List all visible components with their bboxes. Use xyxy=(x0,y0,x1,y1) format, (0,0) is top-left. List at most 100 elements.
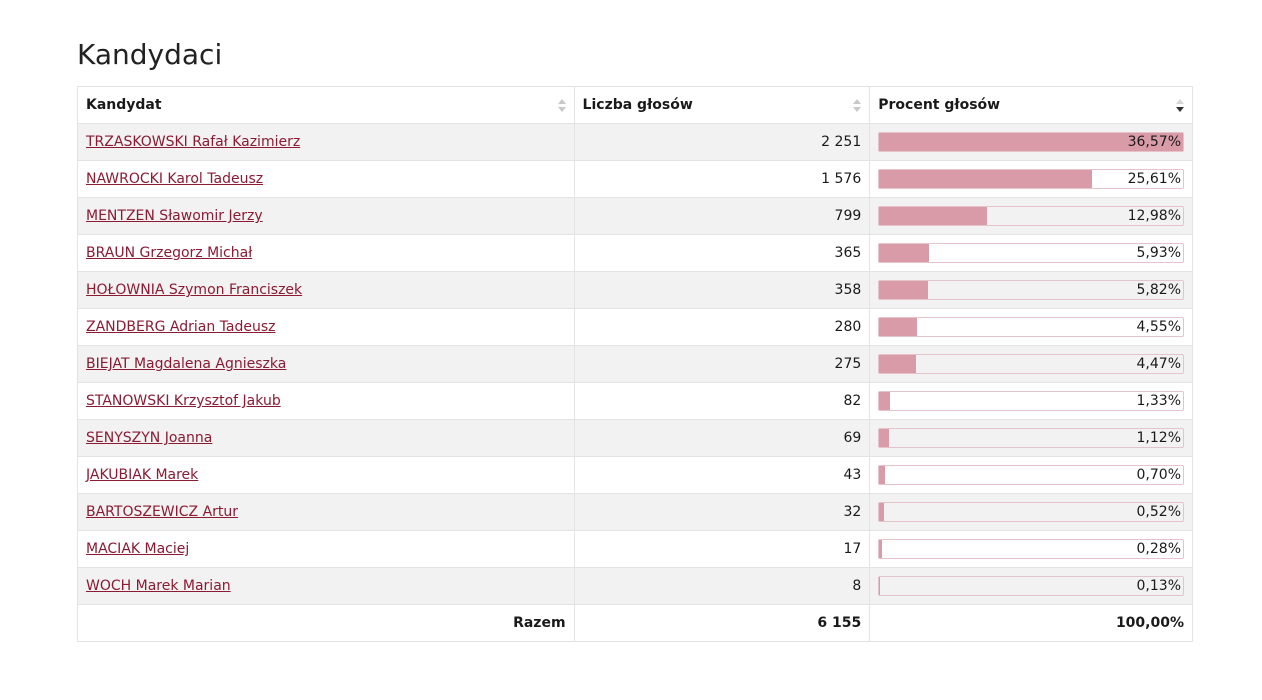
percent-cell: 36,57% xyxy=(869,123,1193,161)
header-candidate[interactable]: Kandydat xyxy=(77,86,575,124)
percent-bar: 25,61% xyxy=(878,169,1184,189)
table-row: WOCH Marek Marian 8 0,13% xyxy=(77,567,1193,605)
section-title: Kandydaci xyxy=(77,38,223,71)
votes-cell: 1 576 xyxy=(573,160,871,198)
header-votes-label: Liczba głosów xyxy=(582,97,693,113)
percent-bar-fill xyxy=(879,170,1092,188)
candidate-cell: STANOWSKI Krzysztof Jakub xyxy=(77,382,575,420)
percent-bar: 0,52% xyxy=(878,502,1184,522)
candidate-link[interactable]: MACIAK Maciej xyxy=(86,541,190,557)
candidate-cell: BRAUN Grzegorz Michał xyxy=(77,234,575,272)
candidates-table: Kandydat Liczba głosów Procent głosów TR… xyxy=(77,86,1193,642)
candidate-link[interactable]: BARTOSZEWICZ Artur xyxy=(86,504,239,520)
percent-value: 0,28% xyxy=(1136,541,1181,557)
candidate-link[interactable]: MENTZEN Sławomir Jerzy xyxy=(86,208,263,224)
percent-cell: 0,70% xyxy=(869,456,1193,494)
candidate-cell: MENTZEN Sławomir Jerzy xyxy=(77,197,575,235)
percent-bar-fill xyxy=(879,577,881,595)
table-row: MENTZEN Sławomir Jerzy 799 12,98% xyxy=(77,197,1193,235)
percent-value: 5,93% xyxy=(1136,245,1181,261)
sort-arrows-icon[interactable] xyxy=(557,98,566,114)
percent-bar: 4,47% xyxy=(878,354,1184,374)
percent-cell: 1,12% xyxy=(869,419,1193,457)
candidate-link[interactable]: NAWROCKI Karol Tadeusz xyxy=(86,171,264,187)
percent-cell: 25,61% xyxy=(869,160,1193,198)
table-row: BRAUN Grzegorz Michał 365 5,93% xyxy=(77,234,1193,272)
candidate-link[interactable]: WOCH Marek Marian xyxy=(86,578,231,594)
table-row: HOŁOWNIA Szymon Franciszek 358 5,82% xyxy=(77,271,1193,309)
percent-bar: 0,13% xyxy=(878,576,1184,596)
votes-cell: 32 xyxy=(573,493,871,531)
percent-bar-fill xyxy=(879,281,928,299)
percent-cell: 4,55% xyxy=(869,308,1193,346)
candidate-cell: HOŁOWNIA Szymon Franciszek xyxy=(77,271,575,309)
percent-cell: 0,28% xyxy=(869,530,1193,568)
percent-value: 1,12% xyxy=(1136,430,1181,446)
table-row: JAKUBIAK Marek 43 0,70% xyxy=(77,456,1193,494)
percent-value: 0,70% xyxy=(1136,467,1181,483)
candidate-link[interactable]: ZANDBERG Adrian Tadeusz xyxy=(86,319,276,335)
votes-cell: 275 xyxy=(573,345,871,383)
votes-cell: 2 251 xyxy=(573,123,871,161)
table-row: BIEJAT Magdalena Agnieszka 275 4,47% xyxy=(77,345,1193,383)
percent-bar-fill xyxy=(879,466,886,484)
percent-value: 4,47% xyxy=(1136,356,1181,372)
header-percent-label: Procent głosów xyxy=(878,97,1001,113)
percent-bar-fill xyxy=(879,318,918,336)
percent-value: 36,57% xyxy=(1127,134,1181,150)
candidate-link[interactable]: JAKUBIAK Marek xyxy=(86,467,199,483)
percent-value: 25,61% xyxy=(1127,171,1181,187)
percent-cell: 5,93% xyxy=(869,234,1193,272)
candidate-cell: TRZASKOWSKI Rafał Kazimierz xyxy=(77,123,575,161)
percent-bar: 36,57% xyxy=(878,132,1184,152)
percent-cell: 12,98% xyxy=(869,197,1193,235)
table-footer-row: Razem 6 155 100,00% xyxy=(77,604,1193,642)
percent-bar: 0,70% xyxy=(878,465,1184,485)
candidate-cell: MACIAK Maciej xyxy=(77,530,575,568)
candidate-cell: WOCH Marek Marian xyxy=(77,567,575,605)
candidate-cell: BARTOSZEWICZ Artur xyxy=(77,493,575,531)
percent-value: 5,82% xyxy=(1136,282,1181,298)
votes-cell: 358 xyxy=(573,271,871,309)
table-row: SENYSZYN Joanna 69 1,12% xyxy=(77,419,1193,457)
sort-descending-icon[interactable] xyxy=(1176,98,1184,114)
votes-cell: 8 xyxy=(573,567,871,605)
candidate-cell: SENYSZYN Joanna xyxy=(77,419,575,457)
percent-bar-fill xyxy=(879,503,884,521)
percent-bar-fill xyxy=(879,133,1183,151)
candidate-link[interactable]: BRAUN Grzegorz Michał xyxy=(86,245,253,261)
candidate-link[interactable]: HOŁOWNIA Szymon Franciszek xyxy=(86,282,303,298)
percent-value: 12,98% xyxy=(1127,208,1181,224)
table-header-row: Kandydat Liczba głosów Procent głosów xyxy=(77,86,1193,124)
total-percent: 100,00% xyxy=(869,604,1193,642)
table-row: BARTOSZEWICZ Artur 32 0,52% xyxy=(77,493,1193,531)
percent-bar: 1,33% xyxy=(878,391,1184,411)
candidate-cell: NAWROCKI Karol Tadeusz xyxy=(77,160,575,198)
votes-cell: 17 xyxy=(573,530,871,568)
total-label: Razem xyxy=(77,604,575,642)
percent-value: 1,33% xyxy=(1136,393,1181,409)
percent-bar-fill xyxy=(879,540,882,558)
percent-bar: 1,12% xyxy=(878,428,1184,448)
candidate-link[interactable]: STANOWSKI Krzysztof Jakub xyxy=(86,393,281,409)
percent-cell: 0,13% xyxy=(869,567,1193,605)
sort-arrows-icon[interactable] xyxy=(853,98,862,114)
percent-bar-fill xyxy=(879,355,917,373)
votes-cell: 280 xyxy=(573,308,871,346)
header-votes[interactable]: Liczba głosów xyxy=(573,86,871,124)
percent-bar: 5,93% xyxy=(878,243,1184,263)
header-percent[interactable]: Procent głosów xyxy=(869,86,1193,124)
percent-bar: 12,98% xyxy=(878,206,1184,226)
header-candidate-label: Kandydat xyxy=(86,97,162,113)
percent-bar-fill xyxy=(879,207,988,225)
percent-value: 4,55% xyxy=(1136,319,1181,335)
candidate-link[interactable]: SENYSZYN Joanna xyxy=(86,430,213,446)
candidate-link[interactable]: TRZASKOWSKI Rafał Kazimierz xyxy=(86,134,301,150)
candidate-cell: ZANDBERG Adrian Tadeusz xyxy=(77,308,575,346)
candidate-link[interactable]: BIEJAT Magdalena Agnieszka xyxy=(86,356,287,372)
percent-bar-fill xyxy=(879,392,891,410)
percent-bar: 4,55% xyxy=(878,317,1184,337)
percent-value: 0,13% xyxy=(1136,578,1181,594)
votes-cell: 365 xyxy=(573,234,871,272)
